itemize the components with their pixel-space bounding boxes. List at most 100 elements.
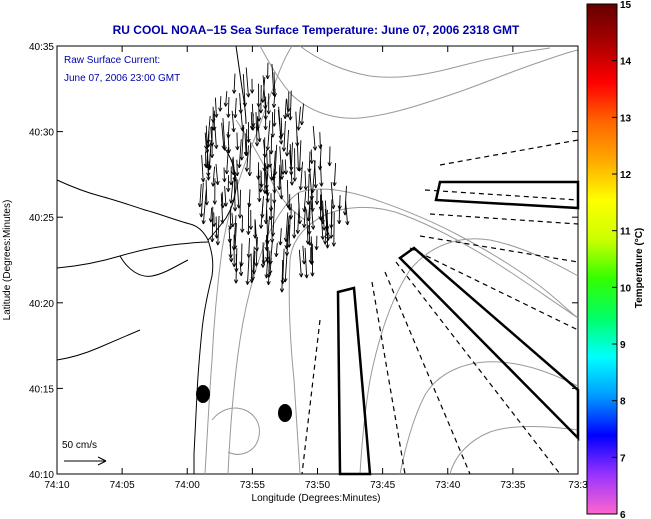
current-vector	[269, 164, 274, 181]
current-vector	[324, 209, 330, 237]
current-vector	[298, 249, 304, 278]
y-axis-ticks: 40:35 40:30 40:25 40:20 40:15 40:10	[29, 42, 578, 481]
current-vector	[283, 98, 288, 119]
current-vector	[246, 122, 251, 143]
current-vector	[211, 166, 216, 187]
current-vector	[314, 235, 319, 251]
current-vector	[215, 215, 221, 246]
current-vector	[233, 223, 238, 250]
current-vector	[317, 144, 323, 171]
current-vector	[288, 90, 293, 121]
current-vector	[284, 224, 290, 257]
current-vector	[244, 145, 250, 172]
current-vector	[269, 135, 274, 155]
current-vector	[265, 216, 270, 245]
current-vector	[265, 62, 270, 80]
colorbar	[586, 3, 618, 515]
current-vector	[287, 215, 292, 248]
current-vector	[256, 83, 261, 108]
current-vector	[205, 125, 210, 154]
current-vector	[289, 150, 295, 186]
current-vector	[232, 234, 237, 268]
x-tick-label: 73:45	[370, 480, 395, 491]
current-vector	[295, 111, 300, 147]
current-vector	[235, 132, 240, 151]
current-vector	[249, 78, 255, 94]
current-vector	[237, 139, 242, 169]
current-vector	[326, 215, 331, 241]
current-vector	[209, 127, 215, 158]
current-vector	[251, 103, 256, 128]
colorbar-tick-label: 15	[620, 0, 632, 11]
x-tick-label: 74:05	[110, 480, 135, 491]
current-vector	[246, 238, 251, 258]
current-vector	[337, 204, 342, 225]
current-vector	[278, 228, 283, 246]
current-vector	[320, 217, 325, 240]
colorbar-tick-label: 12	[620, 170, 632, 181]
current-vector	[232, 73, 237, 94]
radar-beam-boxes	[336, 180, 580, 476]
current-vector	[257, 169, 262, 202]
current-vector	[239, 103, 245, 132]
station-markers	[196, 385, 292, 422]
current-vector	[283, 212, 289, 242]
current-vector	[268, 205, 274, 221]
scale-label: 50 cm/s	[62, 440, 97, 451]
map-title: RU COOL NOAA−15 Sea Surface Temperature:…	[113, 23, 520, 37]
current-vector	[224, 147, 229, 175]
current-vector	[240, 215, 245, 233]
current-vector	[245, 257, 250, 285]
current-vector	[295, 203, 300, 234]
current-vector	[309, 149, 314, 164]
current-vector	[252, 219, 258, 239]
current-vector	[238, 261, 244, 277]
current-vector	[306, 173, 311, 205]
station-marker	[278, 404, 292, 422]
bathymetry-contours	[204, 45, 579, 475]
current-vector	[302, 206, 307, 228]
current-vector	[270, 112, 275, 138]
current-vector	[234, 254, 239, 273]
current-vector	[292, 148, 297, 182]
current-vector	[223, 91, 228, 107]
x-tick-label: 73:40	[435, 480, 460, 491]
x-tick-label: 74:00	[175, 480, 200, 491]
current-vector	[247, 189, 252, 208]
current-vector	[280, 159, 286, 175]
current-vector	[279, 164, 284, 200]
colorbar-tick-label: 8	[620, 397, 626, 408]
current-vector	[286, 91, 291, 112]
current-vector	[228, 206, 233, 230]
colorbar-tick-label: 13	[620, 113, 632, 124]
current-vector	[259, 170, 264, 188]
current-vector	[230, 212, 235, 228]
y-tick-label: 40:20	[29, 299, 54, 310]
x-tick-label: 73:35	[500, 480, 525, 491]
colorbar-tick-label: 14	[620, 57, 632, 68]
colorbar-tick-label: 9	[620, 340, 626, 351]
current-vector	[271, 63, 276, 96]
x-tick-label: 73:50	[305, 480, 330, 491]
current-vector	[306, 200, 311, 222]
current-vector	[212, 178, 217, 205]
current-vector	[261, 246, 267, 265]
current-vector	[255, 116, 260, 131]
colorbar-label: Temperature (°C)	[634, 228, 645, 309]
current-vector	[274, 242, 279, 257]
x-tick-label: 73:3	[568, 480, 588, 491]
current-vector	[214, 127, 219, 149]
current-vector	[223, 186, 228, 207]
x-tick-label: 73:55	[240, 480, 265, 491]
x-axis-ticks: 74:10 74:05 74:00 73:55 73:50 73:45 73:40 73:35…	[44, 46, 588, 491]
current-vector	[203, 151, 208, 168]
current-vector	[220, 193, 225, 224]
current-vector	[245, 67, 251, 98]
current-vector	[197, 183, 203, 208]
current-vector	[222, 117, 227, 151]
radar-beam-lines	[301, 139, 579, 475]
current-vector	[332, 162, 337, 187]
current-vector	[226, 175, 231, 192]
current-vector	[220, 191, 225, 209]
